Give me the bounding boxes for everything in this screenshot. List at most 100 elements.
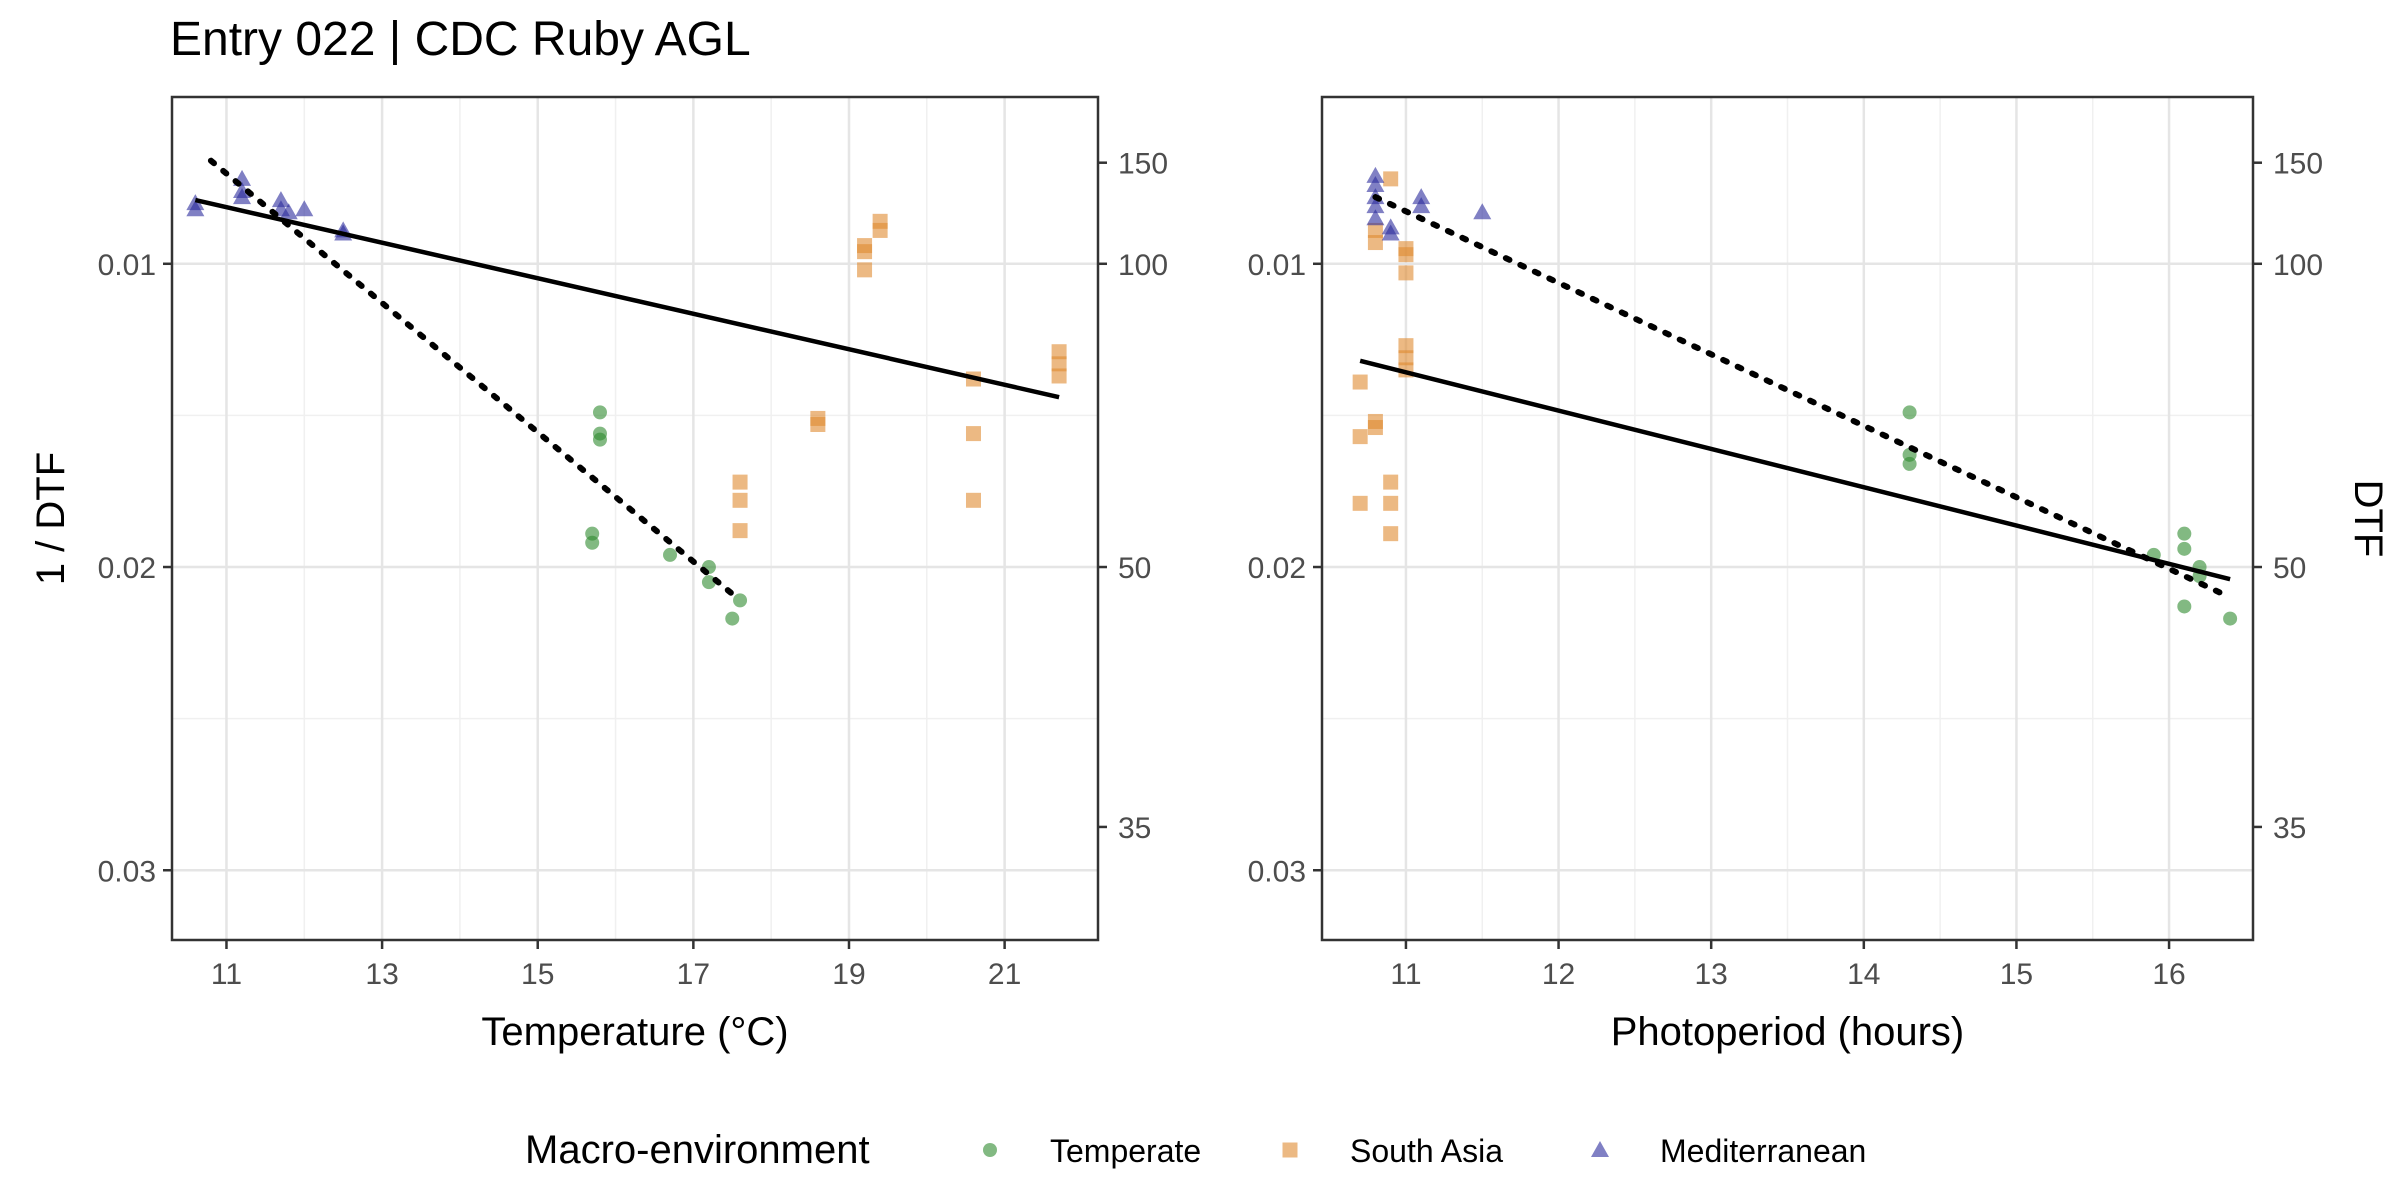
y2-tick-label: 50 — [2273, 552, 2306, 585]
data-point — [1383, 474, 1399, 490]
fit-line-solid — [194, 197, 1060, 400]
x-tick-label: 15 — [521, 958, 554, 991]
data-point — [1398, 350, 1414, 366]
legend-label: South Asia — [1350, 1133, 1503, 1169]
data-point — [1352, 429, 1368, 445]
data-point — [872, 222, 888, 238]
panel-border — [1320, 95, 2255, 942]
fit-line-solid — [1359, 358, 2231, 582]
data-point — [1398, 247, 1414, 263]
panel-background — [172, 97, 1098, 940]
y2-axis-title: DTF — [2346, 480, 2390, 558]
data-point — [1366, 197, 1385, 214]
y-tick-label: 0.02 — [1248, 552, 1306, 585]
x-tick-label: 11 — [1390, 958, 1421, 991]
data-point — [1051, 368, 1067, 384]
data-point — [857, 262, 873, 278]
fit-line-dotted — [207, 157, 744, 604]
data-point — [965, 426, 981, 442]
x-tick-label: 17 — [677, 958, 710, 991]
x-tick-label: 16 — [2152, 958, 2185, 991]
data-point — [295, 200, 314, 217]
data-point — [810, 416, 826, 432]
data-point — [732, 523, 748, 539]
data-point — [1383, 171, 1399, 187]
data-point — [585, 535, 600, 550]
data-point — [279, 203, 298, 220]
data-point — [1367, 235, 1383, 251]
data-point — [663, 547, 678, 562]
data-point — [701, 575, 716, 590]
y2-tick-label: 150 — [2273, 148, 2323, 181]
data-point — [1051, 344, 1067, 360]
data-point — [592, 405, 607, 420]
legend-key-south-asia — [1282, 1142, 1298, 1158]
data-point — [1398, 265, 1414, 281]
data-point — [592, 432, 607, 447]
y2-tick-label: 100 — [2273, 249, 2323, 282]
data-point — [1367, 420, 1383, 436]
page-title: Entry 022 | CDC Ruby AGL — [170, 13, 751, 66]
data-point — [2223, 611, 2238, 626]
data-point — [732, 474, 748, 490]
y-tick-label: 0.03 — [1248, 855, 1306, 888]
y-tick-label: 0.03 — [98, 855, 156, 888]
legend-label: Temperate — [1050, 1133, 1201, 1169]
x-axis-title: Photoperiod (hours) — [1611, 1010, 1965, 1054]
data-point — [2177, 526, 2192, 541]
x-tick-label: 19 — [832, 958, 865, 991]
data-point — [1383, 495, 1399, 511]
data-point — [1352, 374, 1368, 390]
data-point — [2177, 541, 2192, 556]
y2-tick-label: 50 — [1118, 552, 1151, 585]
data-point — [2177, 599, 2192, 614]
x-tick-label: 12 — [1542, 958, 1575, 991]
data-point — [1381, 224, 1400, 241]
data-point — [233, 188, 252, 205]
data-point — [1383, 526, 1399, 542]
panel-border — [170, 95, 1100, 942]
legend-symbol — [1591, 1141, 1609, 1157]
y2-tick-label: 35 — [2273, 812, 2306, 845]
series-south-asia — [732, 213, 1067, 539]
data-point — [1366, 175, 1385, 192]
series-mediterranean — [1366, 166, 1492, 241]
data-point — [725, 611, 740, 626]
y-axis-title: 1 / DTF — [29, 452, 73, 585]
legend-symbol — [1282, 1142, 1298, 1158]
data-point — [1412, 197, 1431, 214]
data-point — [1051, 356, 1067, 372]
data-point — [1473, 203, 1492, 220]
y2-tick-label: 35 — [1118, 812, 1151, 845]
fit-line-dotted — [1372, 194, 2234, 601]
data-point — [857, 244, 873, 260]
x-axis-title: Temperature (°C) — [481, 1010, 788, 1054]
legend-key-temperate — [983, 1143, 997, 1157]
x-tick-label: 21 — [988, 958, 1021, 991]
x-tick-label: 14 — [1847, 958, 1880, 991]
data-point — [965, 492, 981, 508]
series-south-asia — [1352, 171, 1414, 542]
data-point — [1902, 405, 1917, 420]
data-point — [1902, 456, 1917, 471]
legend-symbol — [983, 1143, 997, 1157]
data-point — [271, 191, 290, 208]
data-point — [732, 492, 748, 508]
y-tick-label: 0.01 — [1248, 249, 1306, 282]
data-point — [1352, 495, 1368, 511]
data-point — [1398, 338, 1414, 354]
x-tick-label: 13 — [1695, 958, 1728, 991]
x-tick-label: 11 — [211, 958, 242, 991]
legend-title: Macro-environment — [525, 1128, 870, 1172]
data-point — [186, 200, 205, 217]
data-point — [733, 593, 748, 608]
y2-tick-label: 100 — [1118, 249, 1168, 282]
y-tick-label: 0.02 — [98, 552, 156, 585]
data-point — [1412, 188, 1431, 205]
data-point — [1366, 166, 1385, 183]
x-tick-label: 15 — [2000, 958, 2033, 991]
data-point — [1367, 222, 1383, 238]
x-tick-label: 13 — [365, 958, 398, 991]
